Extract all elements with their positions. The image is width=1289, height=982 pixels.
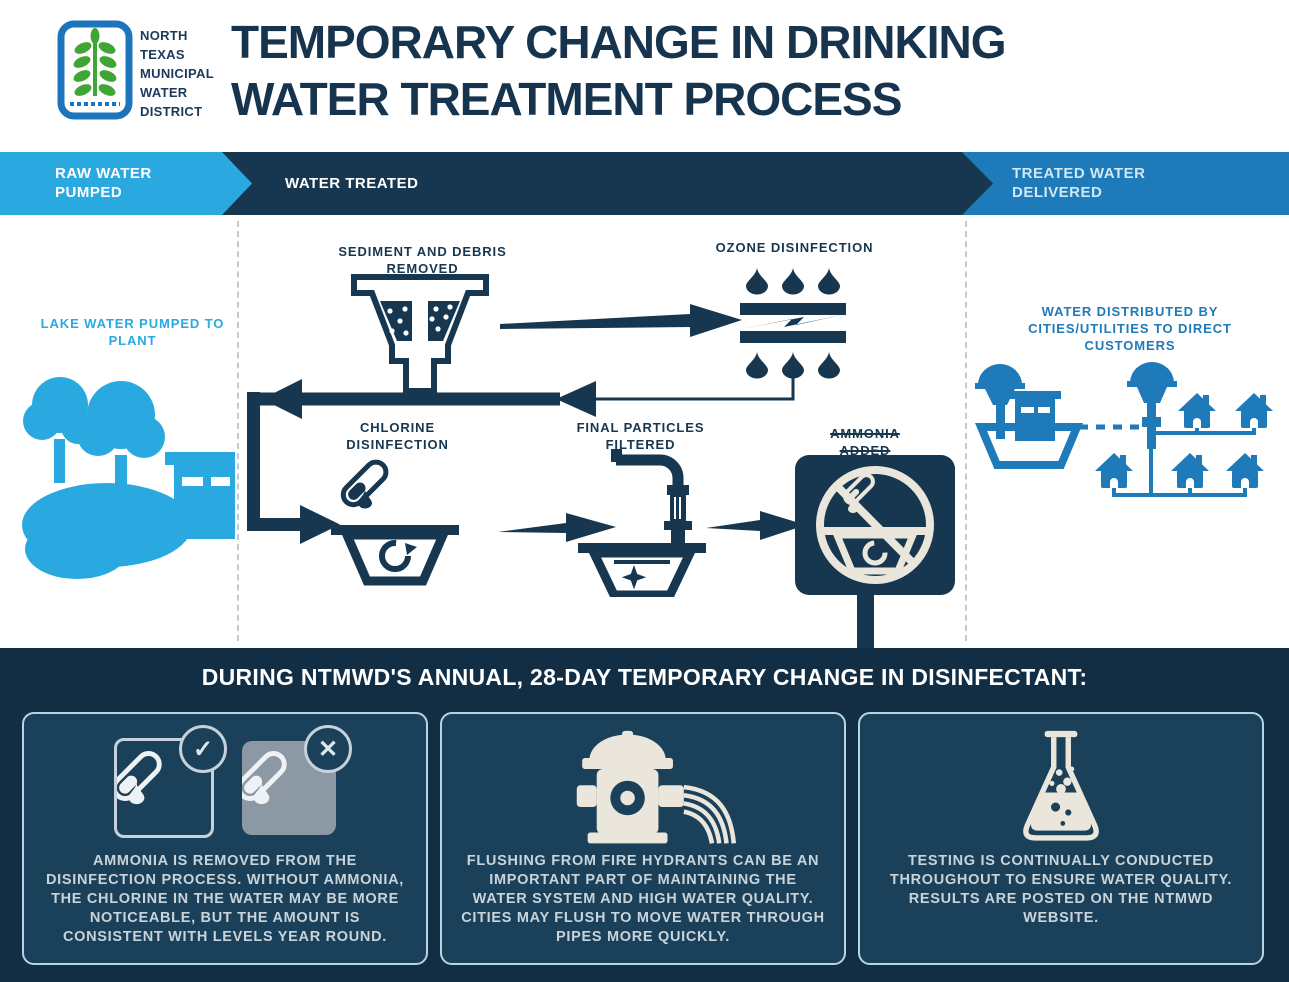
final-particles-filtered-icon [578, 449, 706, 597]
sediment-removal-icon [351, 274, 489, 394]
arrow-particles-to-ammonia [706, 511, 806, 540]
ozone-label: OZONE DISINFECTION [715, 240, 874, 255]
distribution-label: WATER DISTRIBUTED BY CITIES/UTILITIES TO… [1028, 304, 1232, 353]
title-line-2: WATER TREATMENT PROCESS [231, 73, 902, 125]
final-particles-label: FINAL PARTICLES FILTERED [576, 420, 705, 452]
process-stage-band: RAW WATER PUMPED WATER TREATED TREATED W… [0, 152, 1289, 215]
header: NORTH TEXAS MUNICIPAL WATER DISTRICT TEM… [0, 0, 1289, 152]
chlorine-label: CHLORINE DISINFECTION [346, 420, 449, 452]
hydrant-flushing-card: FLUSHING FROM FIRE HYDRANTS CAN BE AN IM… [440, 712, 846, 965]
no-ammonia-sign-icon [795, 455, 955, 595]
section-divider-right [965, 221, 967, 641]
x-icon: ✕ [304, 725, 352, 773]
stage-band-arrows [0, 152, 1289, 215]
ntmwd-logo-icon [57, 20, 133, 120]
stage-treated-water-delivered: TREATED WATER DELIVERED [1012, 165, 1146, 201]
hydrant-flushing-text: FLUSHING FROM FIRE HYDRANTS CAN BE AN IM… [461, 853, 825, 945]
lake-water-label: LAKE WATER PUMPED TO PLANT [40, 316, 225, 348]
testing-text: TESTING IS CONTINUALLY CONDUCTED THROUGH… [889, 853, 1233, 926]
ammonia-sign-post [857, 587, 874, 648]
check-icon: ✓ [179, 725, 227, 773]
test-tube-check-and-x-icon: ✓ ✕ [24, 725, 426, 848]
line-ozone-return [592, 373, 795, 401]
ammonia-removed-card: ✓ ✕ AMMONIA IS REMOVED FROM THE DISINFEC… [22, 712, 428, 965]
sediment-label: SEDIMENT AND DEBRIS REMOVED [338, 244, 507, 276]
arrowhead-into-chlorine [300, 505, 340, 544]
stage-water-treated: WATER TREATED [285, 175, 419, 192]
logo-line: TEXAS [140, 47, 185, 62]
ozone-disinfection-icon [740, 267, 846, 379]
test-tube-check-tile: ✓ [111, 725, 227, 838]
logo-line: NORTH [140, 28, 188, 43]
flask-icon [860, 728, 1262, 848]
stage-raw-water-pumped: RAW WATER PUMPED [55, 165, 152, 201]
arrowhead-return-mid [556, 381, 596, 417]
testing-card: TESTING IS CONTINUALLY CONDUCTED THROUGH… [858, 712, 1264, 965]
title-line-1: TEMPORARY CHANGE IN DRINKING [231, 16, 1006, 68]
arrow-chlorine-to-particles [498, 513, 616, 542]
water-distribution-icon [975, 362, 1273, 497]
ammonia-removed-text: AMMONIA IS REMOVED FROM THE DISINFECTION… [46, 853, 404, 945]
bottom-headline: DURING NTMWD'S ANNUAL, 28-DAY TEMPORARY … [201, 664, 1088, 690]
section-divider-left [237, 221, 239, 641]
arrowhead-return-left [262, 379, 302, 419]
fire-hydrant-icon [442, 728, 844, 848]
chlorine-disinfection-icon [331, 459, 459, 586]
ammonia-added-label: AMMONIA ADDED [830, 426, 900, 458]
flow-arrows [247, 304, 874, 648]
arrow-sediment-to-ozone [500, 304, 742, 337]
logo-line: DISTRICT [140, 104, 203, 119]
logo-line: MUNICIPAL [140, 66, 214, 81]
disinfectant-change-section: DURING NTMWD'S ANNUAL, 28-DAY TEMPORARY … [0, 648, 1289, 982]
page-title: TEMPORARY CHANGE IN DRINKING WATER TREAT… [231, 14, 1006, 128]
test-tube-x-tile: ✕ [236, 725, 352, 835]
treatment-process-diagram: LAKE WATER PUMPED TO PLANT SEDIMENT AND … [0, 215, 1289, 648]
logo-wordmark: NORTH TEXAS MUNICIPAL WATER DISTRICT [140, 26, 214, 121]
lake-pumped-icon [22, 377, 235, 579]
logo-line: WATER [140, 85, 188, 100]
